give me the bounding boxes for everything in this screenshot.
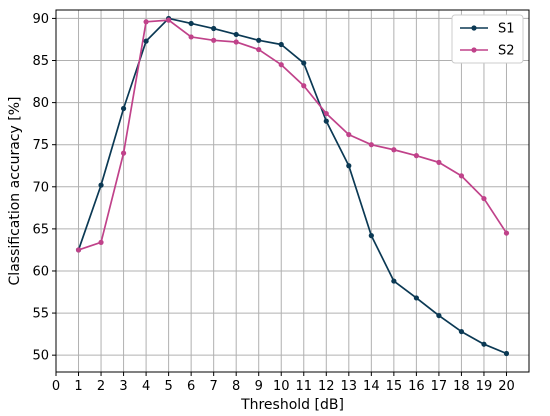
- data-point-s1: [211, 25, 217, 32]
- plot-frame: [55, 9, 530, 373]
- data-point-s2: [233, 39, 239, 45]
- x-tick-label: 7: [210, 379, 218, 394]
- data-point-s1: [413, 295, 419, 301]
- series-layer: [75, 15, 510, 357]
- data-point-s1: [278, 41, 284, 48]
- legend: S1 S2: [451, 14, 524, 64]
- y-tick-label: 75: [32, 138, 49, 153]
- data-point-s1: [188, 20, 194, 27]
- y-tick-label: 60: [32, 264, 49, 279]
- data-point-s2: [278, 62, 284, 68]
- x-tick-label: 2: [97, 379, 105, 394]
- data-point-s1: [233, 31, 239, 38]
- y-tick-label: 55: [32, 307, 49, 322]
- y-tick-label: 90: [32, 12, 49, 27]
- legend-entry-s1: S1: [460, 22, 515, 37]
- data-point-s1: [256, 37, 262, 43]
- x-tick-label: 10: [273, 379, 290, 394]
- data-point-s1: [368, 233, 374, 239]
- x-tick-label: 9: [255, 379, 263, 394]
- y-tick-label: 80: [32, 96, 49, 111]
- legend-label-s2: S2: [498, 44, 515, 59]
- y-axis-ticks: 50 55 60 65 70 75 80 85 90: [32, 12, 56, 364]
- x-tick-label: 11: [295, 379, 312, 394]
- data-point-s2: [120, 150, 127, 156]
- data-point-s2: [301, 83, 307, 89]
- data-point-s2: [143, 19, 149, 25]
- x-tick-label: 12: [318, 379, 335, 394]
- x-tick-label: 13: [341, 379, 358, 394]
- data-point-s2: [481, 195, 487, 202]
- data-point-s2: [413, 153, 419, 159]
- x-axis-label: Threshold [dB]: [240, 397, 344, 413]
- data-point-s1: [120, 105, 127, 112]
- legend-marker-s1: [471, 25, 477, 31]
- data-point-s2: [368, 142, 374, 148]
- x-tick-label: 14: [363, 379, 380, 394]
- data-point-s2: [98, 239, 104, 245]
- data-point-s2: [503, 230, 510, 236]
- legend-label-s1: S1: [498, 22, 515, 37]
- x-tick-label: 15: [386, 379, 403, 394]
- y-axis-label: Classification accuracy [%]: [7, 97, 23, 286]
- data-point-s1: [481, 341, 487, 347]
- data-point-s1: [323, 118, 329, 124]
- legend-entry-s2: S2: [460, 44, 515, 59]
- x-tick-label: 4: [142, 379, 150, 394]
- x-tick-label: 6: [187, 379, 195, 394]
- x-tick-label: 19: [476, 379, 493, 394]
- data-point-s1: [458, 328, 465, 335]
- grid: [55, 10, 529, 372]
- y-tick-label: 50: [32, 349, 49, 364]
- series-line-s1: [77, 17, 507, 355]
- x-tick-label: 5: [164, 379, 172, 394]
- data-point-s2: [256, 46, 262, 53]
- x-tick-label: 3: [119, 379, 127, 394]
- data-point-s1: [98, 182, 104, 188]
- data-point-s2: [323, 110, 329, 117]
- data-point-s2: [188, 34, 194, 40]
- legend-box: [451, 14, 524, 64]
- x-tick-label: 8: [232, 379, 240, 394]
- legend-marker-s2: [471, 47, 477, 53]
- x-axis-ticks: 0 1 2 3 4 5 6 7 8 9 10 11 12 13 14 15 16 17 18 19 20: [52, 372, 515, 394]
- series-line-s2: [78, 19, 508, 251]
- y-tick-label: 65: [32, 222, 49, 237]
- x-tick-label: 18: [453, 379, 470, 394]
- data-point-s2: [75, 247, 82, 253]
- y-tick-label: 85: [32, 54, 49, 69]
- data-point-s1: [503, 350, 510, 357]
- data-point-s1: [346, 163, 352, 169]
- data-point-s1: [436, 312, 442, 319]
- data-point-s2: [458, 173, 465, 179]
- data-point-s1: [301, 60, 307, 66]
- data-point-s2: [211, 37, 217, 43]
- data-point-s1: [143, 38, 149, 44]
- x-tick-label: 20: [498, 379, 515, 394]
- data-point-s2: [166, 17, 172, 23]
- x-tick-label: 17: [431, 379, 448, 394]
- data-point-s1: [391, 278, 397, 284]
- x-tick-label: 0: [52, 379, 60, 394]
- data-point-s2: [346, 131, 352, 138]
- data-point-s2: [436, 159, 442, 165]
- x-tick-label: 1: [74, 379, 82, 394]
- x-tick-label: 16: [408, 379, 425, 394]
- data-point-s2: [391, 147, 397, 153]
- y-tick-label: 70: [32, 180, 49, 195]
